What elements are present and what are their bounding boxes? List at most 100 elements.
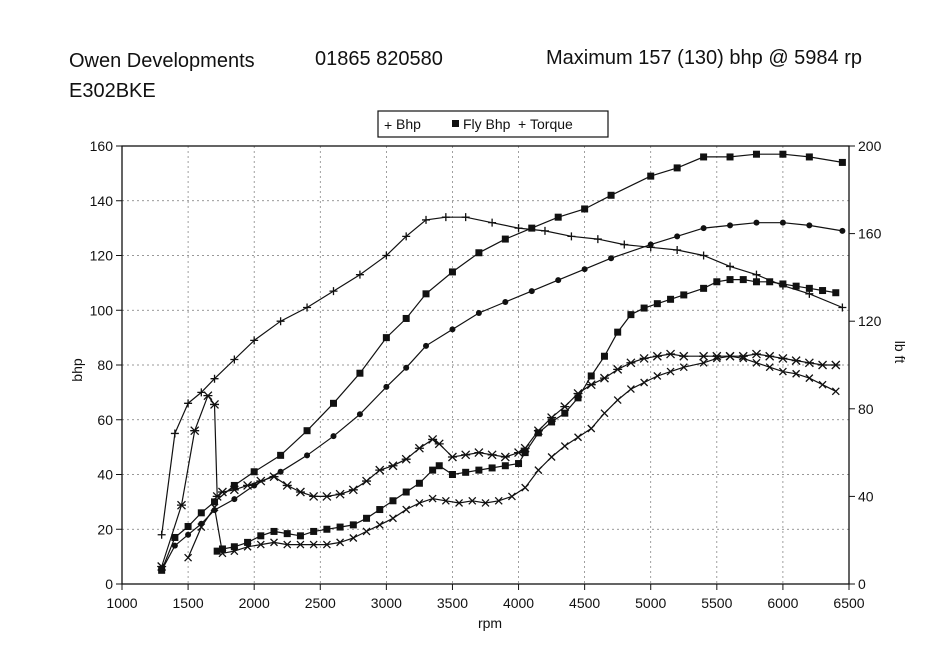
data-point — [475, 466, 483, 474]
x-tick-label: 4000 — [503, 595, 534, 611]
data-point — [277, 468, 284, 475]
y2-tick-label: 120 — [858, 313, 882, 329]
data-point — [581, 205, 589, 213]
y-axis-ticks: 0 20 40 60 80 100 120 140 160 — [90, 138, 122, 592]
data-point — [600, 352, 608, 360]
data-point — [520, 443, 530, 453]
data-point — [185, 531, 192, 538]
data-point — [309, 491, 319, 501]
data-point — [363, 514, 371, 522]
data-point — [586, 380, 596, 390]
data-point — [501, 235, 509, 243]
data-point — [283, 530, 291, 538]
data-point — [819, 287, 827, 295]
x-tick-label: 5500 — [701, 595, 732, 611]
data-point — [806, 222, 813, 229]
grid — [122, 146, 849, 584]
data-point — [831, 387, 840, 396]
data-point — [217, 487, 227, 497]
data-point — [838, 303, 847, 312]
data-point — [679, 351, 689, 361]
data-point — [211, 498, 219, 506]
data-point — [502, 299, 509, 306]
data-point — [461, 450, 471, 460]
data-point — [389, 514, 397, 523]
data-point — [613, 396, 622, 404]
legend-entry-fly-bhp: Fly Bhp — [463, 116, 511, 132]
data-point — [157, 530, 166, 539]
data-point — [766, 278, 774, 286]
data-point — [700, 153, 708, 161]
vehicle-registration: E302BKE — [69, 80, 156, 102]
legend-plus-separator: + — [518, 116, 526, 132]
data-point — [250, 336, 259, 345]
data-point — [739, 354, 748, 363]
data-point — [481, 499, 490, 507]
data-point — [818, 360, 828, 370]
y2-tick-label: 200 — [858, 138, 882, 154]
data-point — [197, 523, 206, 532]
data-point — [567, 232, 576, 241]
data-point — [455, 499, 464, 507]
data-point — [401, 454, 411, 464]
legend-entry-bhp: Bhp — [396, 116, 421, 132]
y-tick-label: 60 — [97, 412, 113, 428]
data-point — [494, 496, 503, 505]
data-point — [699, 351, 709, 361]
data-point — [257, 532, 265, 540]
data-point — [269, 472, 279, 482]
data-point — [336, 538, 345, 547]
data-point — [679, 363, 688, 372]
data-point — [304, 452, 311, 459]
data-point — [210, 374, 219, 383]
data-point — [514, 224, 523, 233]
data-point — [389, 497, 397, 505]
data-point — [805, 153, 813, 161]
data-point — [448, 471, 456, 478]
data-point — [514, 448, 524, 458]
data-point — [599, 373, 609, 383]
data-point — [243, 542, 252, 551]
data-point — [376, 506, 384, 514]
y-tick-label: 160 — [90, 138, 114, 154]
data-point — [528, 224, 536, 232]
x-tick-label: 4500 — [569, 595, 600, 611]
data-point — [231, 496, 238, 503]
data-point — [230, 543, 238, 551]
data-point — [402, 505, 411, 514]
data-point — [528, 288, 535, 295]
data-point — [218, 545, 226, 553]
series-3 — [213, 276, 840, 555]
legend-square-marker — [452, 120, 459, 127]
data-point — [726, 352, 734, 361]
data-point — [171, 542, 178, 549]
data-point — [468, 496, 477, 505]
data-point — [666, 367, 675, 376]
data-point — [230, 355, 239, 364]
data-point — [792, 282, 800, 290]
data-point — [329, 399, 337, 407]
data-point — [521, 449, 529, 457]
data-point — [521, 483, 530, 492]
series-2 — [158, 219, 846, 574]
data-point — [501, 462, 509, 470]
data-point — [448, 268, 456, 276]
data-point — [573, 389, 583, 398]
data-point — [388, 461, 398, 471]
company-name: Owen Developments — [69, 50, 255, 72]
maximum-power-readout: Maximum 157 (130) bhp @ 5984 rp — [546, 47, 863, 69]
data-point — [415, 479, 423, 487]
y-tick-label: 120 — [90, 248, 114, 264]
data-point — [540, 226, 549, 235]
data-point — [555, 277, 562, 284]
data-point — [210, 399, 220, 409]
data-point — [673, 164, 681, 172]
phone-number: 01865 820580 — [315, 48, 443, 70]
data-point — [184, 523, 192, 531]
data-point — [791, 356, 801, 366]
series-line — [161, 222, 843, 571]
x-tick-label: 2500 — [305, 595, 336, 611]
series-line — [216, 279, 836, 552]
x-axis-label: rpm — [478, 615, 502, 631]
